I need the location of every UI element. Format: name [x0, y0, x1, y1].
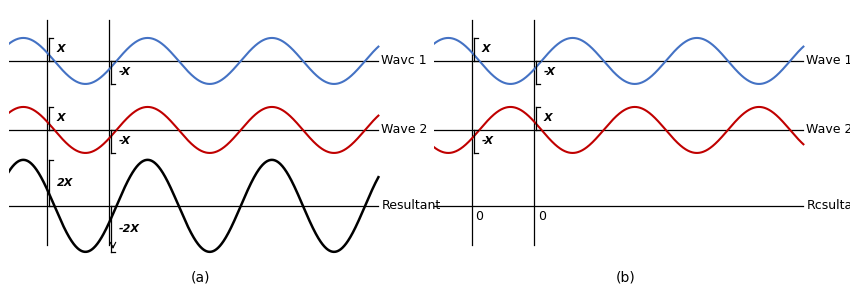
- Text: X: X: [57, 45, 65, 54]
- Text: Wavc 1: Wavc 1: [382, 54, 427, 68]
- Text: (a): (a): [191, 270, 211, 284]
- Text: -X: -X: [119, 68, 131, 77]
- Text: Wave 2: Wave 2: [382, 123, 428, 136]
- Text: X: X: [57, 113, 65, 123]
- Text: X: X: [544, 113, 552, 123]
- Text: -2X: -2X: [119, 224, 140, 234]
- Text: (b): (b): [616, 270, 636, 284]
- Text: Rcsultant: Rcsultant: [807, 199, 850, 212]
- Text: Resultant: Resultant: [382, 199, 440, 212]
- Text: Wave 1: Wave 1: [807, 54, 850, 68]
- Text: 0: 0: [538, 210, 546, 223]
- Text: 2X: 2X: [57, 178, 73, 188]
- Text: -X: -X: [119, 136, 131, 147]
- Text: X: X: [482, 45, 490, 54]
- Text: -X: -X: [544, 68, 556, 77]
- Text: 0: 0: [475, 210, 484, 223]
- Text: -X: -X: [482, 136, 494, 147]
- Text: Wave 2: Wave 2: [807, 123, 850, 136]
